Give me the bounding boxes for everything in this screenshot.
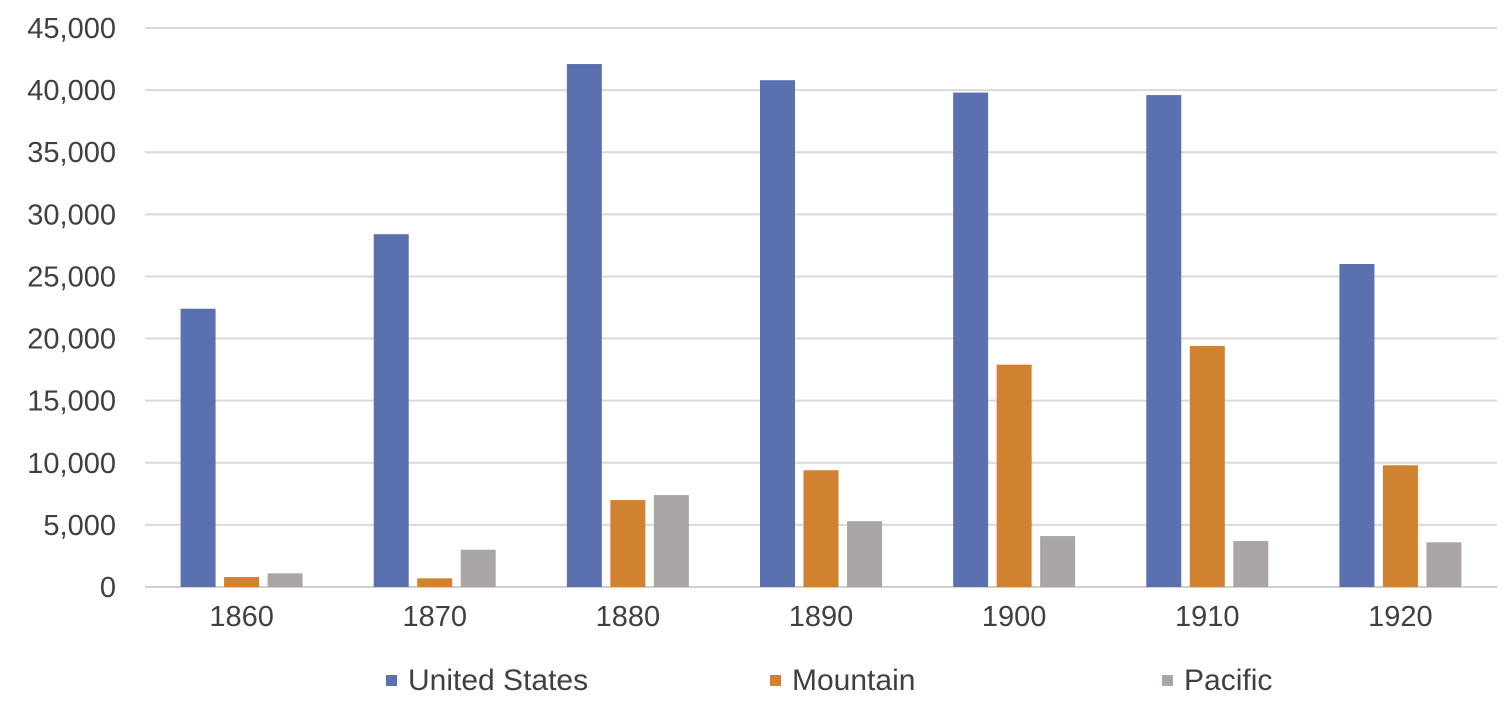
legend-label-mountain: Mountain bbox=[792, 664, 915, 697]
y-tick-label: 45,000 bbox=[27, 13, 116, 45]
bar-pacific-1900 bbox=[1040, 536, 1076, 587]
y-tick-label: 0 bbox=[100, 572, 116, 604]
x-tick-label-1890: 1890 bbox=[789, 601, 854, 633]
y-tick-label: 5,000 bbox=[43, 510, 116, 542]
x-tick-label-1910: 1910 bbox=[1175, 601, 1240, 633]
x-tick-label-1880: 1880 bbox=[596, 601, 661, 633]
bar-united-states-1900 bbox=[953, 92, 989, 588]
x-tick-label-1900: 1900 bbox=[982, 601, 1047, 633]
y-tick-label: 20,000 bbox=[27, 324, 116, 356]
bar-mountain-1910 bbox=[1189, 346, 1225, 587]
x-tick-label-1870: 1870 bbox=[402, 601, 467, 633]
gridlines bbox=[145, 27, 1497, 588]
bars bbox=[180, 64, 1462, 588]
y-tick-label: 25,000 bbox=[27, 261, 116, 293]
bar-pacific-1860 bbox=[267, 573, 303, 587]
bar-united-states-1870 bbox=[373, 234, 409, 587]
bar-mountain-1890 bbox=[803, 470, 839, 587]
legend-swatch-mountain bbox=[770, 675, 781, 686]
bar-pacific-1890 bbox=[847, 521, 882, 587]
y-tick-label: 15,000 bbox=[27, 386, 116, 418]
y-tick-label: 40,000 bbox=[27, 75, 116, 107]
legend-swatch-united-states bbox=[386, 675, 397, 686]
bar-united-states-1880 bbox=[566, 64, 602, 588]
y-tick-label: 30,000 bbox=[27, 199, 116, 231]
legend: United States Mountain Pacific bbox=[386, 664, 1272, 697]
bar-united-states-1860 bbox=[180, 308, 216, 587]
bar-pacific-1870 bbox=[460, 549, 496, 587]
y-axis-tick-labels: 0 5,000 10,000 15,000 20,000 25,000 30,000 35,0… bbox=[27, 13, 116, 604]
x-axis-tick-labels: 1860 1870 1880 1890 1900 1910 1920 bbox=[209, 601, 1432, 633]
y-tick-label: 35,000 bbox=[27, 137, 116, 169]
bar-mountain-1920 bbox=[1382, 465, 1418, 587]
bar-pacific-1910 bbox=[1233, 541, 1269, 587]
bar-pacific-1880 bbox=[653, 495, 689, 587]
bar-mountain-1880 bbox=[610, 500, 646, 587]
bar-pacific-1920 bbox=[1426, 542, 1462, 587]
x-tick-label-1920: 1920 bbox=[1368, 601, 1433, 633]
legend-label-united-states: United States bbox=[408, 664, 588, 697]
bar-united-states-1920 bbox=[1339, 264, 1375, 587]
legend-label-pacific: Pacific bbox=[1184, 664, 1272, 697]
legend-swatch-pacific bbox=[1162, 675, 1173, 686]
bar-mountain-1870 bbox=[417, 578, 453, 587]
bar-mountain-1860 bbox=[224, 577, 260, 587]
x-tick-label-1860: 1860 bbox=[209, 601, 274, 633]
bar-united-states-1910 bbox=[1146, 95, 1182, 587]
y-tick-label: 10,000 bbox=[27, 448, 116, 480]
bar-mountain-1900 bbox=[996, 364, 1032, 587]
bar-united-states-1890 bbox=[760, 80, 795, 587]
